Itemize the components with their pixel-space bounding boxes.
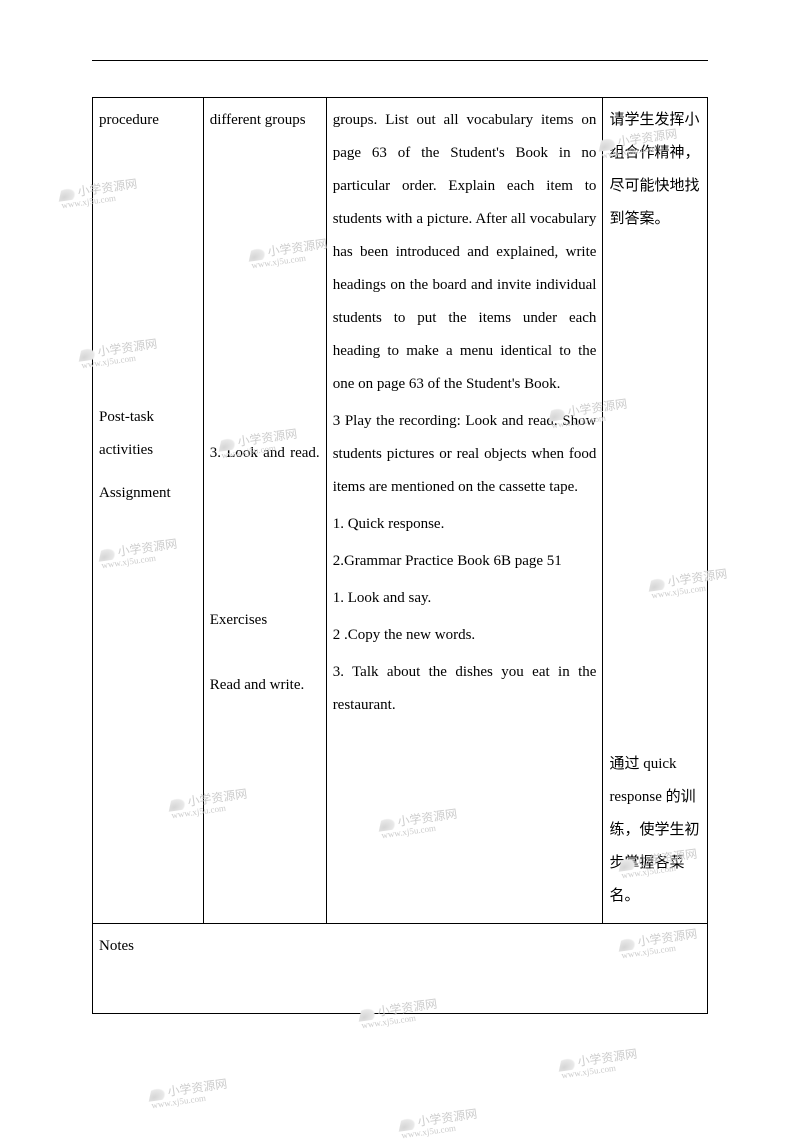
- activity-groups: different groups: [210, 104, 320, 137]
- header-rule: [92, 60, 708, 61]
- detail-look-say: 1. Look and say.: [333, 582, 597, 615]
- purpose-quick-response: 通过 quick response 的训练，使学生初步掌握各菜名。: [609, 748, 701, 913]
- watermark: 小学资源网www.xj5u.com: [149, 1075, 230, 1111]
- activity-read-write: Read and write.: [210, 669, 320, 702]
- cell-notes: Notes: [93, 924, 708, 1014]
- cell-purpose: 请学生发挥小组合作精神，尽可能快地找到答案。 通过 quick response…: [603, 98, 708, 924]
- detail-grammar-book: 2.Grammar Practice Book 6B page 51: [333, 545, 597, 578]
- stage-assignment: Assignment: [99, 477, 197, 510]
- notes-label: Notes: [99, 938, 134, 954]
- cell-activity: different groups 3. Look and read. Exerc…: [203, 98, 326, 924]
- purpose-groupwork: 请学生发挥小组合作精神，尽可能快地找到答案。: [609, 104, 701, 236]
- detail-recording: 3 Play the recording: Look and read. Sho…: [333, 405, 597, 504]
- table-row: procedure Post-task activities Assignmen…: [93, 98, 708, 924]
- detail-copy-words: 2 .Copy the new words.: [333, 619, 597, 652]
- lesson-plan-table: procedure Post-task activities Assignmen…: [92, 97, 708, 1014]
- document-page: procedure Post-task activities Assignmen…: [0, 0, 800, 1132]
- watermark: 小学资源网www.xj5u.com: [559, 1045, 640, 1081]
- activity-look-read: 3. Look and read.: [210, 437, 320, 470]
- detail-vocab: groups. List out all vocabulary items on…: [333, 104, 597, 401]
- watermark: 小学资源网www.xj5u.com: [399, 1105, 480, 1141]
- activity-exercises: Exercises: [210, 604, 320, 637]
- detail-talk-dishes: 3. Talk about the dishes you eat in the …: [333, 656, 597, 722]
- cell-procedure-detail: groups. List out all vocabulary items on…: [326, 98, 603, 924]
- stage-post-task: Post-task activities: [99, 401, 197, 467]
- cell-stage: procedure Post-task activities Assignmen…: [93, 98, 204, 924]
- detail-quick-response: 1. Quick response.: [333, 508, 597, 541]
- stage-procedure: procedure: [99, 104, 197, 137]
- table-row-notes: Notes: [93, 924, 708, 1014]
